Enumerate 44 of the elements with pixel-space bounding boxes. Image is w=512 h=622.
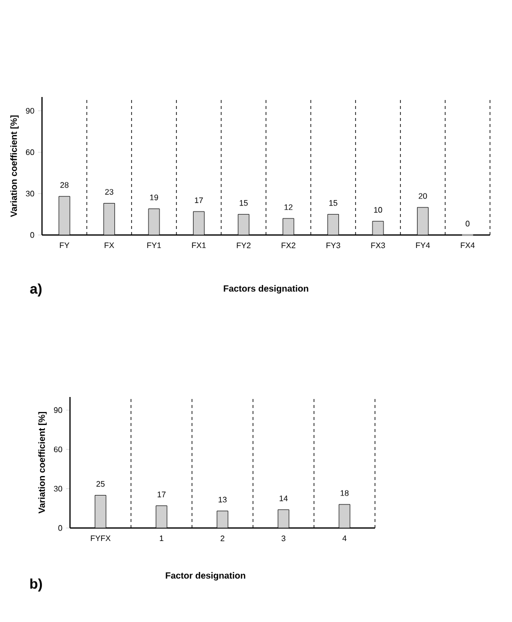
data-label: 19 bbox=[150, 194, 158, 200]
x-axis-title: Factor designation bbox=[166, 572, 246, 580]
y-tick-label: 0 bbox=[58, 525, 62, 531]
data-label: 17 bbox=[158, 492, 166, 498]
text: b) bbox=[30, 578, 42, 592]
data-label: 15 bbox=[240, 200, 248, 206]
y-tick-label: 90 bbox=[54, 407, 62, 413]
y-tick-label: 0 bbox=[30, 232, 34, 238]
x-tick-label: FYFX bbox=[90, 536, 111, 542]
x-tick-label: 2 bbox=[220, 536, 224, 542]
x-tick-label: FX1 bbox=[192, 242, 206, 248]
x-tick-label: FY3 bbox=[326, 242, 340, 248]
x-tick-label: FX3 bbox=[371, 242, 385, 248]
y-tick-label: 90 bbox=[26, 108, 34, 114]
data-label: 12 bbox=[284, 204, 292, 210]
data-label: 0 bbox=[466, 220, 470, 226]
y-axis-title: Variation coefficient [%] bbox=[10, 116, 19, 217]
x-tick-label: FX bbox=[104, 242, 114, 248]
data-label: 23 bbox=[105, 189, 114, 195]
x-tick-label: 1 bbox=[160, 536, 164, 542]
x-tick-label: FX2 bbox=[282, 242, 296, 248]
x-tick-label: FY4 bbox=[416, 242, 430, 248]
data-label: 28 bbox=[60, 182, 68, 188]
data-label: 18 bbox=[340, 490, 349, 496]
data-label: 15 bbox=[329, 200, 338, 206]
x-tick-label: FY2 bbox=[236, 242, 251, 248]
x-tick-label: 4 bbox=[342, 536, 346, 542]
data-label: 20 bbox=[418, 193, 427, 199]
x-tick-label: FX4 bbox=[460, 242, 475, 248]
data-label: 25 bbox=[96, 481, 105, 487]
x-axis-title: Factors designation bbox=[224, 285, 308, 294]
y-tick-label: 60 bbox=[54, 446, 62, 452]
x-tick-label: 3 bbox=[282, 536, 286, 542]
x-tick-label: FY1 bbox=[147, 242, 161, 248]
y-axis-title: Variation coefficient [%] bbox=[38, 412, 47, 514]
y-tick-label: 30 bbox=[26, 190, 34, 196]
text: a) bbox=[30, 283, 42, 297]
y-tick-label: 60 bbox=[26, 149, 34, 156]
x-tick-label: FY bbox=[60, 242, 70, 248]
y-tick-label: 30 bbox=[54, 486, 62, 492]
data-label: 17 bbox=[194, 198, 203, 204]
data-label: 13 bbox=[218, 496, 227, 502]
data-label: 14 bbox=[280, 496, 288, 502]
data-label: 10 bbox=[374, 207, 382, 213]
